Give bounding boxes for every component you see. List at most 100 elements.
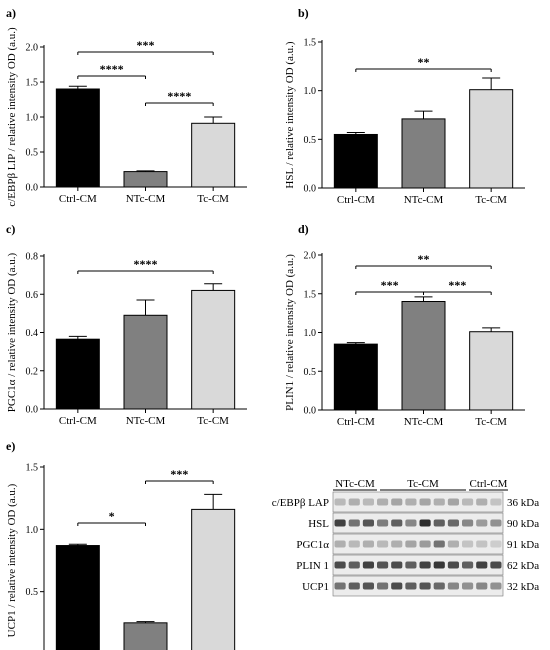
blot-band xyxy=(391,519,403,527)
blot-band xyxy=(348,540,360,548)
blot-band xyxy=(405,519,417,527)
bar-tc-cm xyxy=(191,122,236,188)
chart-panel-5: e)UCP1 / relative intensity OD (a.u.)0.0… xyxy=(6,439,236,650)
y-tick-label: 0.2 xyxy=(26,366,39,377)
significance-label: **** xyxy=(134,257,158,271)
blot-band xyxy=(334,561,346,569)
significance-label: * xyxy=(109,509,115,523)
bar-ntc-cm xyxy=(123,314,168,410)
blot-band xyxy=(476,561,488,569)
bar-ctrl-cm xyxy=(55,545,100,650)
blot-band xyxy=(476,540,488,548)
blot-band xyxy=(377,540,389,548)
x-tick-label: NTc-CM xyxy=(404,194,444,206)
blot-band xyxy=(447,582,459,590)
chart-panel-1: a) c/EBPβ LIP / relative intensity OD (a.… xyxy=(6,6,247,207)
blot-band xyxy=(433,519,445,527)
y-tick-label: 1.5 xyxy=(26,78,39,89)
significance-label: ** xyxy=(418,252,430,266)
y-tick-label: 0.0 xyxy=(304,184,317,195)
y-tick-label: 1.0 xyxy=(26,525,39,536)
y-tick-label: 0.8 xyxy=(26,252,39,263)
x-tick-label: Ctrl-CM xyxy=(337,194,375,206)
blot-band xyxy=(348,519,360,527)
y-tick-label: 0.0 xyxy=(304,406,317,417)
blot-band xyxy=(490,582,502,590)
significance-label: *** xyxy=(170,467,188,481)
x-tick-label: Ctrl-CM xyxy=(59,193,97,205)
x-tick-label: Tc-CM xyxy=(475,194,507,206)
blot-row-label: PGC1α xyxy=(296,539,329,551)
bar-ntc-cm xyxy=(123,622,168,650)
x-tick-label: NTc-CM xyxy=(126,193,166,205)
blot-kda-label: 62 kDa xyxy=(507,560,539,572)
significance-label: **** xyxy=(100,62,124,76)
blot-strip xyxy=(332,533,504,555)
blot-band xyxy=(419,540,431,548)
blot-kda-label: 90 kDa xyxy=(507,518,539,530)
blot-band xyxy=(433,561,445,569)
x-tick-label: Tc-CM xyxy=(475,416,507,428)
y-tick-label: 1.0 xyxy=(304,86,317,97)
blot-band xyxy=(462,498,474,506)
blot-strip xyxy=(332,554,504,576)
blot-band xyxy=(490,540,502,548)
bar-ctrl-cm xyxy=(55,88,100,188)
bar-ntc-cm xyxy=(401,118,446,189)
blot-band xyxy=(462,582,474,590)
bar-ntc-cm xyxy=(123,171,168,188)
blot-band xyxy=(362,498,374,506)
blot-band xyxy=(391,540,403,548)
blot-band xyxy=(490,519,502,527)
significance-label: **** xyxy=(167,89,191,103)
blot-row-label: UCP1 xyxy=(302,581,329,593)
blot-band xyxy=(462,540,474,548)
bar-tc-cm xyxy=(469,89,514,189)
y-axis-label: HSL / relative intensity OD (a.u.) xyxy=(284,41,296,188)
blot-band xyxy=(419,561,431,569)
panel-label: c) xyxy=(6,222,15,236)
y-tick-label: 2.0 xyxy=(304,251,317,262)
x-tick-label: NTc-CM xyxy=(126,415,166,427)
blot-kda-label: 32 kDa xyxy=(507,581,539,593)
significance-label: *** xyxy=(448,278,466,292)
blot-band xyxy=(447,519,459,527)
blot-band xyxy=(433,498,445,506)
blot-band xyxy=(362,582,374,590)
blot-kda-label: 36 kDa xyxy=(507,497,539,509)
bar-tc-cm xyxy=(191,289,236,410)
chart-panel-3: c) PGC1α / relative intensity OD (a.u.) 0.… xyxy=(6,222,247,427)
y-tick-label: 2.0 xyxy=(26,43,39,54)
blot-band xyxy=(362,561,374,569)
y-tick-label: 0.6 xyxy=(26,290,39,301)
bar-ctrl-cm xyxy=(55,338,100,410)
blot-group-label: Ctrl-CM xyxy=(470,478,508,490)
blot-strip xyxy=(332,512,504,534)
y-tick-label: 0.5 xyxy=(304,135,317,146)
blot-band xyxy=(391,582,403,590)
blot-band xyxy=(447,498,459,506)
blot-strip xyxy=(332,575,504,597)
blot-row-label: c/EBPβ LAP xyxy=(272,497,329,509)
panel-label: e) xyxy=(6,439,15,453)
blot-band xyxy=(476,582,488,590)
y-tick-label: 0.5 xyxy=(26,148,39,159)
y-tick-label: 0.5 xyxy=(304,367,317,378)
blot-band xyxy=(462,561,474,569)
x-tick-label: Ctrl-CM xyxy=(337,416,375,428)
blot-band xyxy=(405,540,417,548)
blot-band xyxy=(490,561,502,569)
y-tick-label: 0.0 xyxy=(26,405,39,416)
blot-band xyxy=(334,519,346,527)
blot-band xyxy=(476,519,488,527)
blot-band xyxy=(348,582,360,590)
blot-band xyxy=(391,561,403,569)
blot-band xyxy=(476,498,488,506)
panel-label: d) xyxy=(298,222,309,236)
blot-band xyxy=(377,561,389,569)
blot-band xyxy=(377,582,389,590)
y-tick-label: 1.5 xyxy=(26,463,39,474)
blot-band xyxy=(334,540,346,548)
blot-group-label: NTc-CM xyxy=(335,478,375,490)
